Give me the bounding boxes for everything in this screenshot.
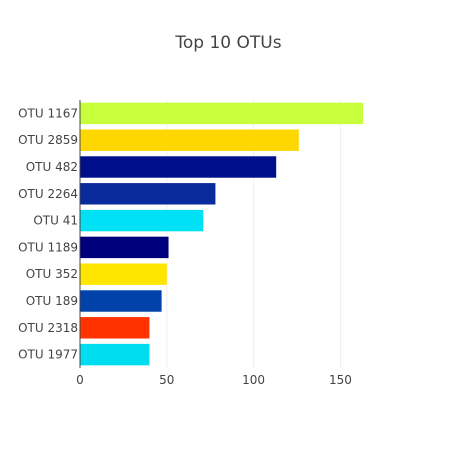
bar-otu-189[interactable] bbox=[80, 290, 162, 312]
chart-title: Top 10 OTUs bbox=[175, 33, 282, 53]
bar-otu-2264[interactable] bbox=[80, 183, 216, 205]
y-tick-label: OTU 1189 bbox=[18, 240, 78, 254]
y-tick-label: OTU 1977 bbox=[18, 348, 78, 362]
y-tick-label: OTU 482 bbox=[26, 160, 78, 174]
bar-otu-1977[interactable] bbox=[80, 343, 150, 366]
bar-otu-2859[interactable] bbox=[80, 129, 299, 151]
x-tick-label: 150 bbox=[329, 373, 352, 387]
x-tick-label: 0 bbox=[76, 373, 84, 387]
bar-otu-352[interactable] bbox=[80, 263, 167, 285]
x-tick-label: 50 bbox=[159, 373, 174, 387]
bar-otu-41[interactable] bbox=[80, 209, 204, 232]
y-tick-label: OTU 1167 bbox=[18, 106, 78, 120]
y-tick-label: OTU 2859 bbox=[18, 133, 78, 147]
x-axis-labels: 0 50 100 150 bbox=[76, 373, 352, 387]
x-tick-label: 100 bbox=[242, 373, 265, 387]
bar-otu-2318[interactable] bbox=[80, 317, 150, 339]
y-axis-labels: OTU 1167 OTU 2859 OTU 482 OTU 2264 OTU 41 OTU… bbox=[18, 106, 78, 361]
bar-otu-1189[interactable] bbox=[80, 236, 169, 259]
y-tick-label: OTU 2264 bbox=[18, 187, 78, 201]
y-tick-label: OTU 189 bbox=[26, 294, 78, 308]
bar-otu-1167[interactable] bbox=[80, 102, 363, 125]
bar-otu-482[interactable] bbox=[80, 156, 277, 178]
y-tick-label: OTU 352 bbox=[26, 267, 78, 281]
y-tick-label: OTU 41 bbox=[33, 214, 78, 228]
bars bbox=[80, 102, 363, 366]
y-tick-label: OTU 2318 bbox=[18, 321, 78, 335]
